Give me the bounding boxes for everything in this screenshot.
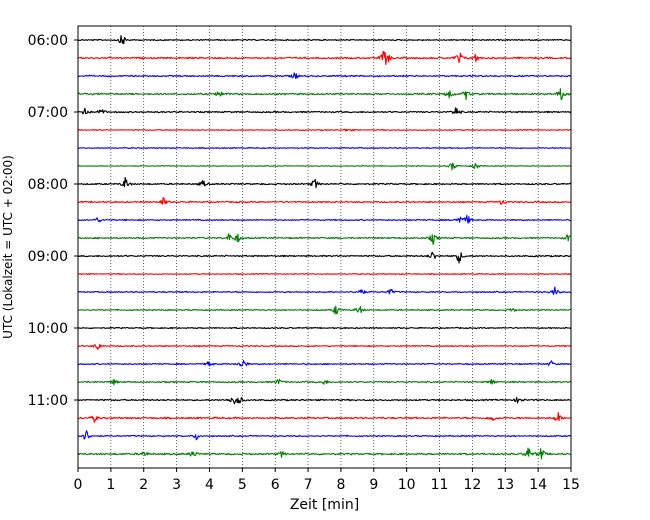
x-tick-label-11: 11 <box>431 477 449 493</box>
y-tick-label-08:00: 08:00 <box>28 177 68 193</box>
x-tick-label-0: 0 <box>74 477 83 493</box>
trace-1100 <box>77 396 572 405</box>
x-tick-label-13: 13 <box>496 477 514 493</box>
trace-1030 <box>77 360 572 367</box>
x-tick-label-2: 2 <box>139 477 148 493</box>
x-tick-label-3: 3 <box>172 477 181 493</box>
y-tick-label-06:00: 06:00 <box>28 33 68 49</box>
y-tick-label-07:00: 07:00 <box>28 105 68 121</box>
trace-0700 <box>77 107 572 115</box>
x-tick-label-12: 12 <box>463 477 481 493</box>
y-tick-label-09:00: 09:00 <box>28 249 68 265</box>
x-tick-label-4: 4 <box>205 477 214 493</box>
y-axis-title: UTC (Lokalzeit = UTC + 02:00) <box>1 155 15 339</box>
trace-0930 <box>77 286 572 295</box>
trace-1130 <box>77 430 572 441</box>
x-tick-label-5: 5 <box>238 477 247 493</box>
trace-1045 <box>77 378 572 386</box>
trace-0845 <box>77 233 572 245</box>
seismic-traces <box>77 35 572 460</box>
trace-0815 <box>77 197 572 205</box>
trace-1115 <box>77 412 572 423</box>
trace-0900 <box>77 251 572 264</box>
x-tick-label-10: 10 <box>398 477 416 493</box>
x-tick-label-9: 9 <box>369 477 378 493</box>
y-tick-label-11:00: 11:00 <box>28 393 68 409</box>
trace-0945 <box>77 305 572 315</box>
x-axis-title: Zeit [min] <box>290 497 359 513</box>
grid-lines <box>110 26 539 468</box>
plot-frame <box>77 25 572 469</box>
trace-0745 <box>77 162 572 171</box>
x-tick-label-6: 6 <box>271 477 280 493</box>
x-tick-label-8: 8 <box>336 477 345 493</box>
trace-0630 <box>77 72 572 79</box>
trace-0615 <box>77 51 572 66</box>
x-tick-label-15: 15 <box>562 477 580 493</box>
trace-0600 <box>77 35 572 45</box>
trace-0800 <box>77 176 572 189</box>
trace-0915 <box>77 272 572 276</box>
x-tick-label-14: 14 <box>529 477 547 493</box>
axis-ticks: 0 1 2 3 4 5 6 7 8 9 10 11 12 13 14 1506:0007:0008:0009:… <box>28 33 580 493</box>
trace-0715 <box>77 128 571 132</box>
x-tick-label-7: 7 <box>304 477 313 493</box>
trace-0730 <box>77 146 571 150</box>
x-tick-label-1: 1 <box>106 477 115 493</box>
trace-1145 <box>78 447 572 460</box>
trace-0645 <box>77 88 572 101</box>
y-tick-label-10:00: 10:00 <box>28 321 68 337</box>
trace-0830 <box>77 214 572 224</box>
trace-1015 <box>77 343 572 350</box>
trace-1000 <box>77 326 572 330</box>
